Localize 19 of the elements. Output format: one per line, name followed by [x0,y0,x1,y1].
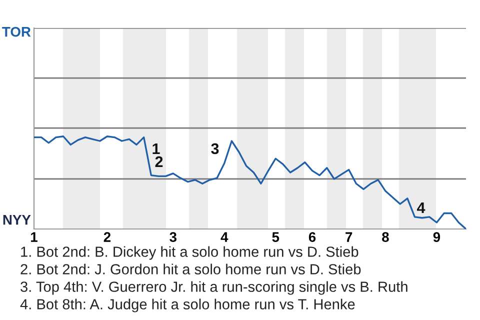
text: NYY [3,215,31,225]
annotation: 3 [211,143,219,154]
x-tick-label: 1 [31,232,38,242]
x-tick-label: 2 [104,232,111,242]
text: 1. Bot 2nd: B. Dickey hit a solo home run vs D. Stieb [21,246,358,260]
text: 4. Bot 8th: A. Judge hit a solo home run vs T. Henke [20,298,355,312]
x-tick-label: 4 [220,232,228,242]
x-tick-label: 3 [170,232,176,242]
x-tick-label: 6 [308,232,316,242]
x-tick-label: 8 [382,232,389,242]
text: 3. Top 4th: V. Guerrero Jr. hit a run-scoring single vs B. Ruth [20,281,408,295]
annotation: 4 [416,202,426,213]
x-tick-label: 9 [433,232,440,242]
x-tick-label: 5 [272,232,280,242]
annotation: 2 [155,156,163,167]
annotation: 1 [152,143,160,154]
text: TOR [2,26,31,37]
text: 2. Bot 2nd: J. Gordon hit a solo home run vs D. Stieb [20,264,361,274]
x-tick-label: 7 [346,232,352,242]
